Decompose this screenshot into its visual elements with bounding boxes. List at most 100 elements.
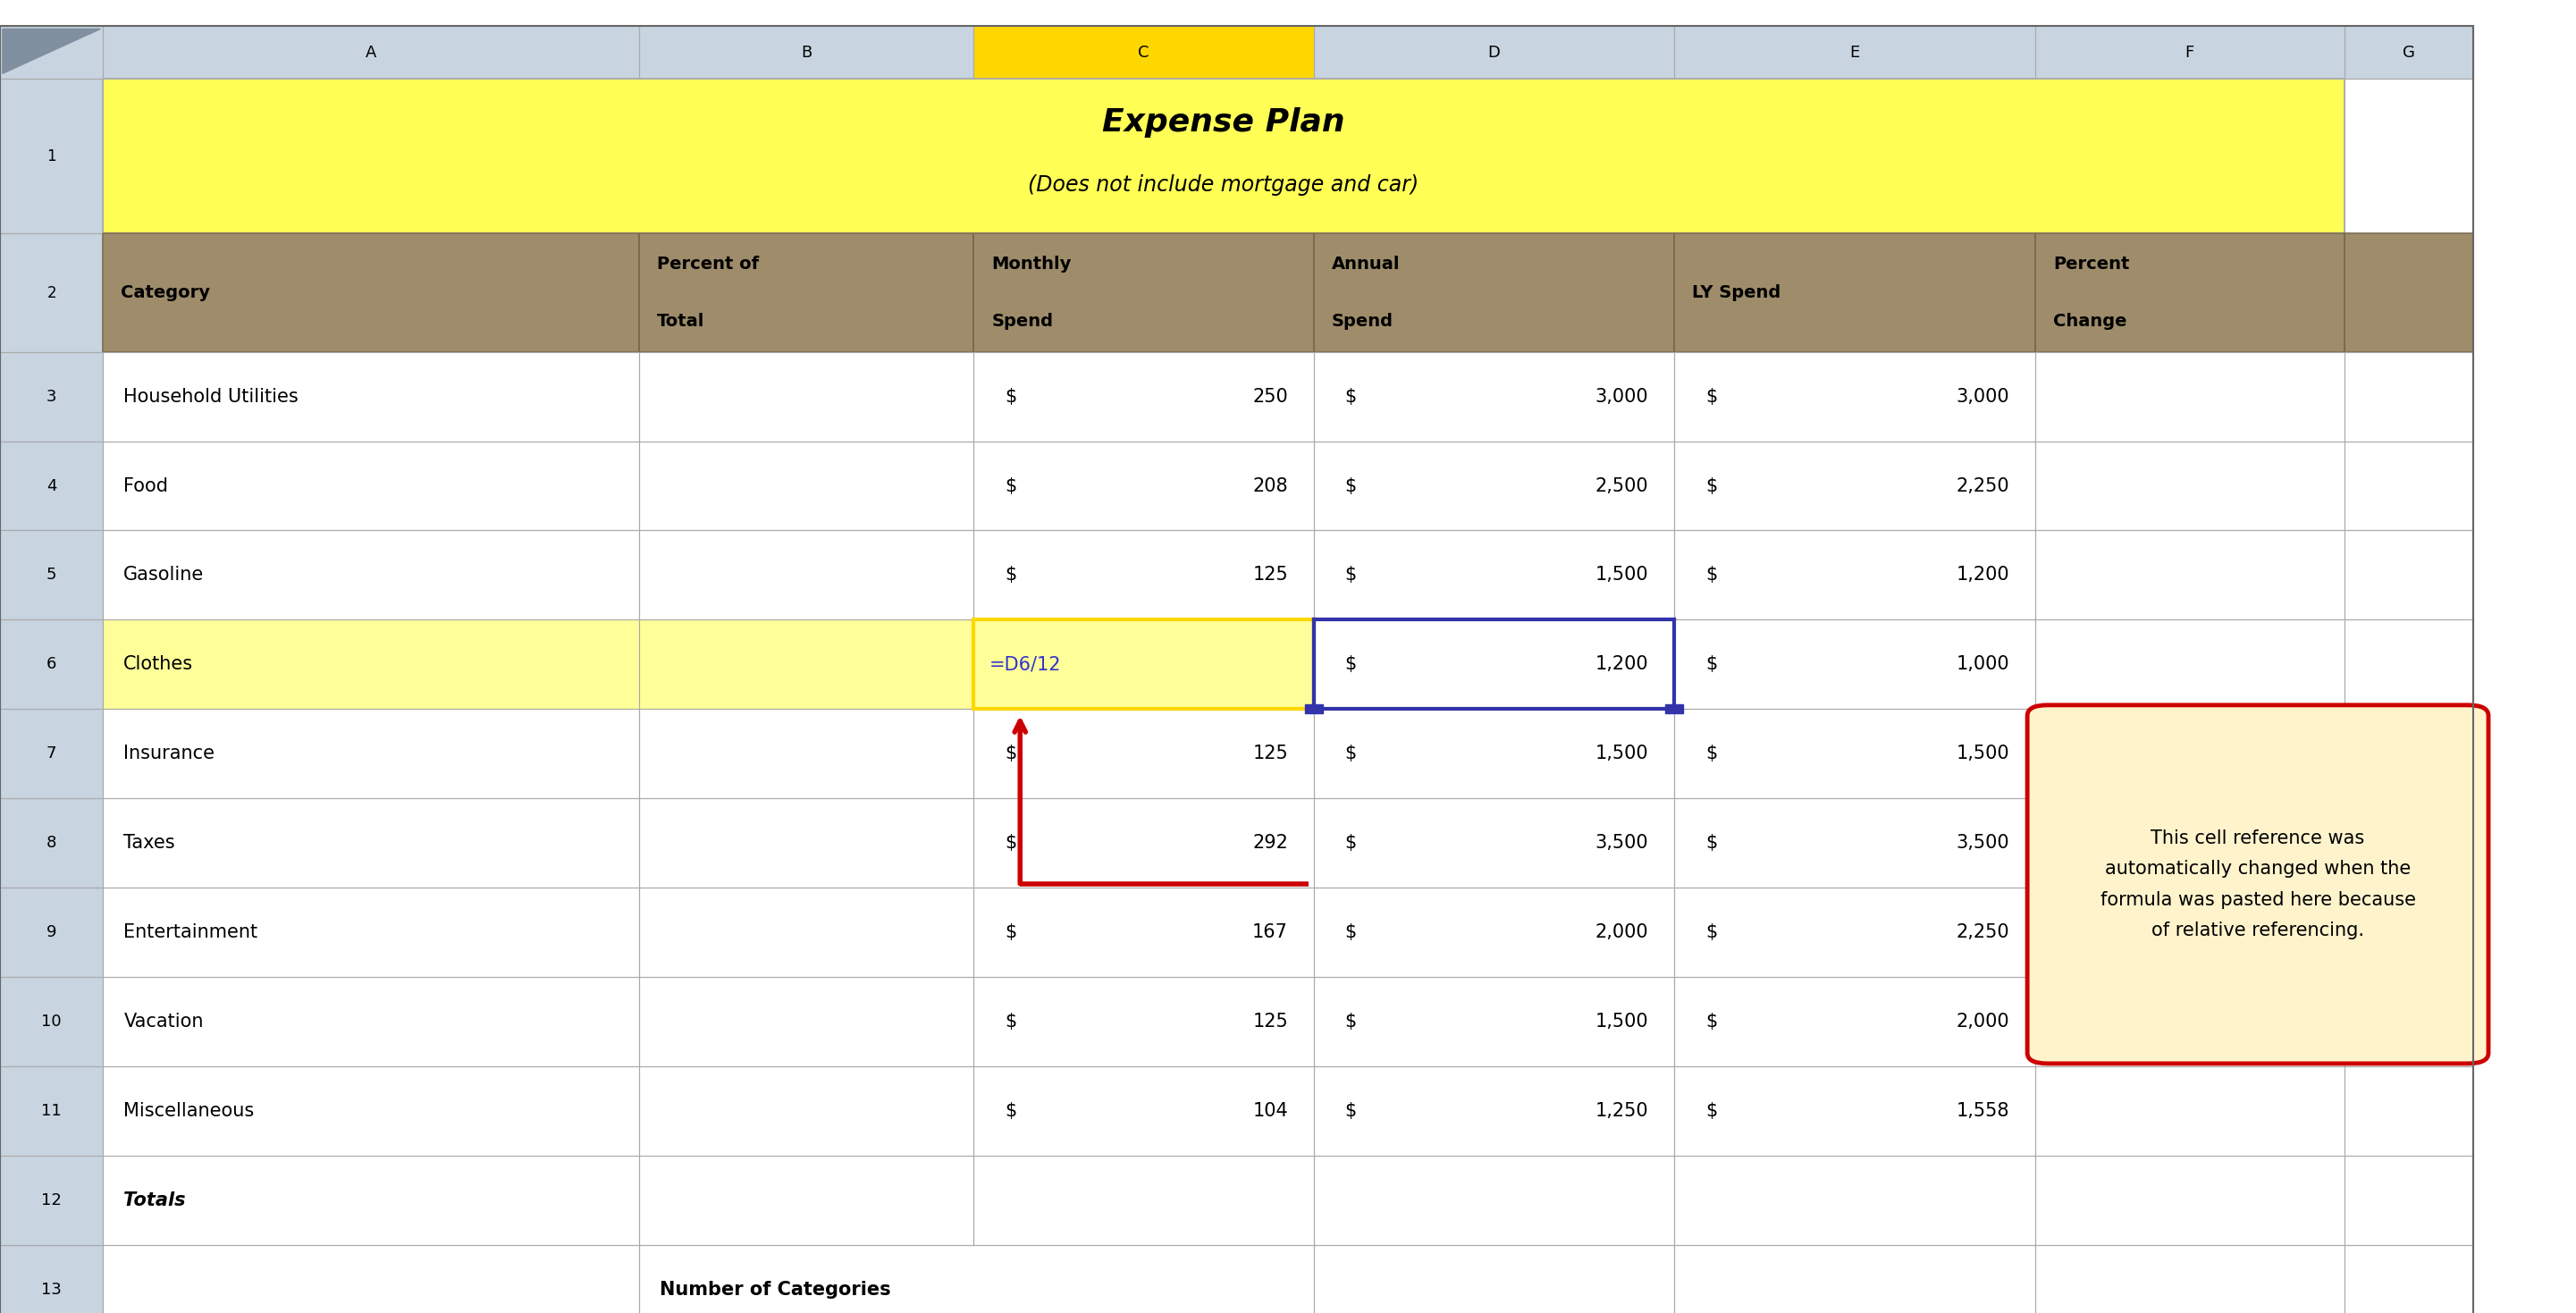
Text: $: $ <box>1005 923 1018 941</box>
Bar <box>2344 888 2473 977</box>
Bar <box>974 26 1314 79</box>
Text: $: $ <box>1005 1012 1018 1031</box>
Bar <box>103 530 639 620</box>
Bar <box>974 620 1314 709</box>
Text: Total: Total <box>657 314 706 330</box>
Text: $: $ <box>1005 1102 1018 1120</box>
Bar <box>103 888 639 977</box>
Bar <box>1674 441 2035 530</box>
Text: $: $ <box>1345 744 1358 763</box>
Bar <box>0 1066 103 1155</box>
Bar <box>1674 798 2035 888</box>
Text: Clothes: Clothes <box>124 655 193 674</box>
Bar <box>2035 888 2344 977</box>
Text: G: G <box>2403 45 2414 60</box>
Bar <box>1314 1155 1674 1245</box>
Bar <box>639 26 974 79</box>
Bar <box>0 620 103 709</box>
Bar <box>1674 26 2035 79</box>
Bar <box>1674 709 2035 798</box>
Text: 3,500: 3,500 <box>1595 834 1649 852</box>
Bar <box>103 977 639 1066</box>
Text: $: $ <box>1345 923 1358 941</box>
Text: $: $ <box>1345 1102 1358 1120</box>
Bar <box>2035 709 2344 798</box>
Text: $: $ <box>1705 655 1718 674</box>
Bar <box>639 1245 1314 1313</box>
Bar <box>0 888 103 977</box>
Bar <box>103 1155 639 1245</box>
Polygon shape <box>1306 705 1324 714</box>
Bar <box>103 709 639 798</box>
Polygon shape <box>3 29 100 74</box>
Bar <box>0 530 103 620</box>
Text: $: $ <box>1345 387 1358 406</box>
Bar <box>2344 1066 2473 1155</box>
Bar <box>1674 620 2035 709</box>
Text: A: A <box>366 45 376 60</box>
Bar <box>103 798 639 888</box>
Text: 208: 208 <box>1252 477 1288 495</box>
Bar <box>103 1245 639 1313</box>
Bar <box>1314 441 1674 530</box>
Bar <box>639 1066 974 1155</box>
Text: 6: 6 <box>46 656 57 672</box>
Text: 2,000: 2,000 <box>1955 1012 2009 1031</box>
Text: $: $ <box>1345 655 1358 674</box>
Bar <box>974 530 1314 620</box>
Text: Gasoline: Gasoline <box>124 566 204 584</box>
Text: Spend: Spend <box>1332 314 1394 330</box>
Bar <box>974 888 1314 977</box>
Text: 2: 2 <box>46 285 57 301</box>
Text: Annual: Annual <box>1332 256 1401 272</box>
Bar <box>1314 530 1674 620</box>
Text: 125: 125 <box>1252 566 1288 584</box>
Text: $: $ <box>1345 566 1358 584</box>
Bar <box>639 352 974 441</box>
Bar <box>2035 977 2344 1066</box>
Text: 1,558: 1,558 <box>1955 1102 2009 1120</box>
Bar <box>2344 977 2473 1066</box>
Text: Food: Food <box>124 477 167 495</box>
Bar <box>639 709 974 798</box>
Text: 7: 7 <box>46 746 57 762</box>
Bar <box>1674 977 2035 1066</box>
Text: 1,500: 1,500 <box>1595 1012 1649 1031</box>
Bar <box>639 530 974 620</box>
Bar <box>974 441 1314 530</box>
Bar <box>2344 441 2473 530</box>
Text: $: $ <box>1705 566 1718 584</box>
Text: Entertainment: Entertainment <box>124 923 258 941</box>
Text: 1,250: 1,250 <box>1595 1102 1649 1120</box>
Text: 250: 250 <box>1252 387 1288 406</box>
Text: $: $ <box>1705 834 1718 852</box>
Bar <box>2344 1155 2473 1245</box>
Text: 292: 292 <box>1252 834 1288 852</box>
Text: E: E <box>1850 45 1860 60</box>
Bar <box>103 1066 639 1155</box>
Text: 1,000: 1,000 <box>1955 655 2009 674</box>
Text: This cell reference was
automatically changed when the
formula was pasted here b: This cell reference was automatically ch… <box>2099 830 2416 939</box>
Bar <box>1314 1245 1674 1313</box>
Text: Percent of: Percent of <box>657 256 760 272</box>
Bar <box>103 620 639 709</box>
Bar <box>1674 234 2035 352</box>
Bar <box>0 234 103 352</box>
Bar <box>2035 1066 2344 1155</box>
Bar <box>1674 352 2035 441</box>
Bar <box>639 234 974 352</box>
Text: 3,500: 3,500 <box>1955 834 2009 852</box>
Bar <box>103 234 639 352</box>
Bar <box>103 441 639 530</box>
Bar <box>639 1155 974 1245</box>
Text: 4: 4 <box>46 478 57 494</box>
Text: $: $ <box>1005 477 1018 495</box>
Bar <box>974 977 1314 1066</box>
Bar <box>974 709 1314 798</box>
Bar <box>0 1155 103 1245</box>
Bar <box>2035 26 2344 79</box>
Text: B: B <box>801 45 811 60</box>
Bar <box>103 79 2344 234</box>
Text: Category: Category <box>121 285 211 301</box>
Bar <box>1314 977 1674 1066</box>
